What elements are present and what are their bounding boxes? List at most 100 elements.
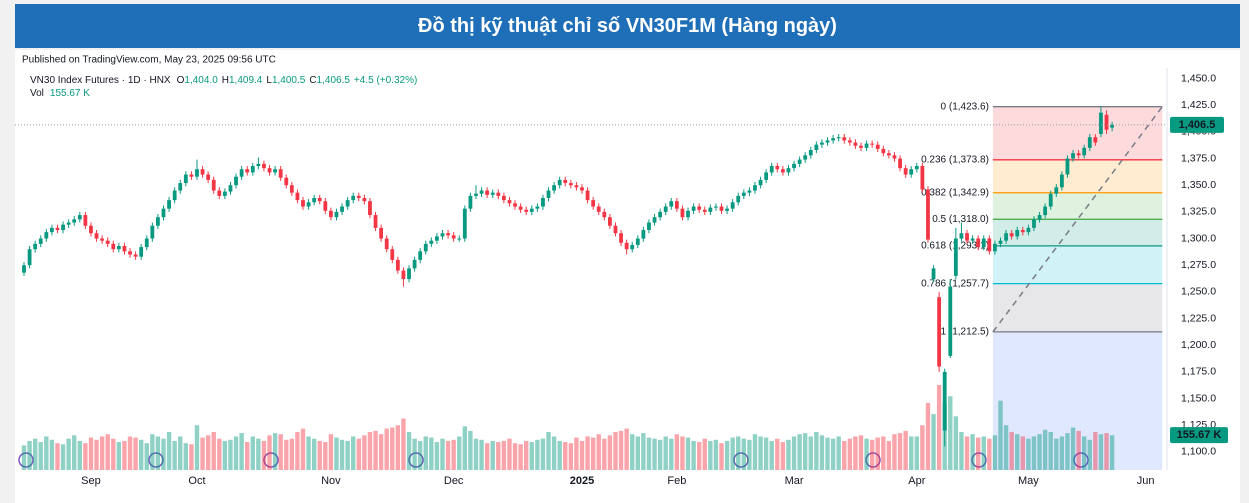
volume-bar: [507, 438, 512, 470]
volume-bar: [836, 436, 841, 470]
candle-body: [234, 176, 238, 186]
candle-body: [596, 206, 601, 212]
volume-bar: [328, 434, 334, 470]
volume-bar: [657, 439, 663, 470]
volume-bar: [362, 435, 367, 470]
ohlc-value: 1,404.0: [184, 75, 218, 86]
fib-label: 0.382 (1,342.9): [921, 187, 989, 198]
fib-band: [992, 283, 1163, 332]
published-note: Published on TradingView.com, May 23, 20…: [22, 55, 276, 66]
page-title: Đồ thị kỹ thuật chỉ số VN30F1M (Hàng ngà…: [15, 4, 1240, 48]
candle-body: [284, 177, 289, 186]
volume-bar: [295, 431, 300, 470]
volume-bar: [60, 444, 66, 470]
candle-body: [111, 243, 116, 250]
y-tick-label: 1,175.0: [1181, 366, 1216, 378]
candle-body: [568, 183, 573, 186]
volume-bar: [440, 438, 445, 470]
candle-body: [719, 206, 724, 211]
volume-bar: [864, 438, 869, 470]
candle-body: [624, 242, 629, 250]
candle-body: [557, 179, 562, 186]
candle-body: [965, 233, 969, 241]
candle-body: [959, 233, 964, 239]
candle-body: [267, 168, 272, 173]
candle-body: [66, 222, 71, 225]
candle-body: [94, 233, 99, 239]
candle-body: [61, 224, 65, 230]
volume-bar: [323, 442, 328, 470]
candle-body: [780, 169, 785, 173]
volume-bar: [1059, 436, 1065, 470]
fib-label: 0.236 (1,373.8): [921, 154, 989, 165]
volume-bar: [696, 442, 702, 470]
volume-bar: [496, 442, 501, 470]
candle-body: [1059, 174, 1064, 188]
volume-bar: [953, 416, 959, 470]
volume-title: Vol: [30, 88, 44, 99]
volume-bar: [1065, 433, 1070, 470]
volume-bar: [284, 439, 289, 470]
candle-body: [691, 206, 696, 211]
candle-body: [312, 198, 317, 203]
ohlc-value: 1,409.4: [229, 75, 263, 86]
candle-body: [496, 192, 501, 196]
volume-bar: [1104, 433, 1109, 470]
candle-body: [340, 206, 344, 212]
candle-body: [435, 236, 439, 241]
volume-bar: [155, 436, 161, 470]
candle-body: [167, 200, 171, 209]
candle-body: [423, 243, 428, 252]
volume-value: 155.67 K: [49, 88, 90, 99]
volume-bar: [267, 435, 272, 470]
candle-body: [641, 230, 646, 239]
candle-body: [368, 201, 372, 216]
volume-bar: [624, 428, 629, 470]
volume-bar: [417, 440, 423, 470]
candle-body: [786, 168, 791, 173]
volume-bar: [758, 436, 763, 470]
candle-body: [859, 145, 863, 148]
volume-bar: [373, 430, 378, 470]
fib-label: 0.5 (1,318.0): [932, 214, 989, 225]
x-tick-label: 2025: [570, 475, 594, 487]
volume-bar: [674, 434, 680, 470]
fib-band: [992, 192, 1163, 220]
volume-bar: [122, 440, 127, 470]
candle-body: [306, 202, 311, 207]
volume-bar: [730, 437, 735, 470]
candle-body: [674, 201, 679, 209]
volume-bar: [490, 440, 495, 470]
fib-band: [992, 106, 1163, 160]
candle-body: [468, 195, 473, 209]
volume-bar: [797, 434, 802, 470]
candle-body: [987, 238, 992, 252]
candle-body: [351, 195, 356, 201]
candle-body: [608, 217, 612, 226]
volume-bar: [518, 444, 523, 470]
volume-bar: [144, 443, 149, 470]
candle-body: [345, 200, 350, 207]
candle-body: [323, 201, 328, 211]
volume-bar: [1070, 427, 1076, 470]
candle-body: [998, 240, 1003, 244]
candle-body: [775, 166, 780, 170]
volume-bar: [451, 439, 456, 470]
volume-bar: [970, 434, 975, 470]
volume-bar: [512, 443, 518, 470]
candle-body: [1082, 147, 1087, 156]
candle-body: [686, 210, 690, 218]
candle-body: [44, 232, 49, 239]
candle-body: [1004, 233, 1008, 241]
volume-bar: [613, 431, 618, 470]
y-tick-label: 1,350.0: [1181, 179, 1216, 191]
candle-body: [122, 246, 127, 252]
candle-body: [741, 192, 746, 196]
volume-bar: [680, 436, 685, 470]
candle-body: [892, 155, 897, 159]
candle-body: [55, 227, 60, 230]
candle-body: [401, 270, 406, 280]
candle-body: [981, 238, 986, 248]
volume-bar: [44, 436, 49, 470]
candle-body: [652, 217, 657, 223]
